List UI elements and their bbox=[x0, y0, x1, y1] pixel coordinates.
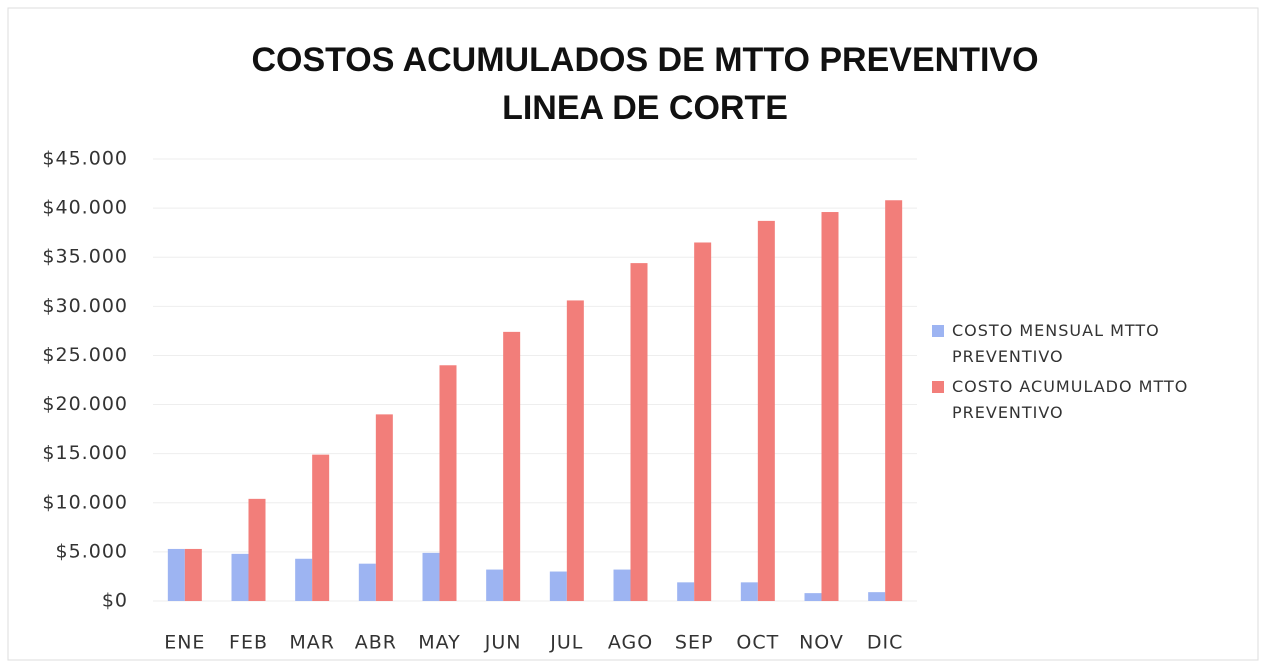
chart-subtitle: LINEA DE CORTE bbox=[502, 89, 788, 127]
chart-title: COSTOS ACUMULADOS DE MTTO PREVENTIVO bbox=[251, 41, 1038, 79]
bar bbox=[740, 582, 758, 601]
y-tick-label: $15.000 bbox=[42, 442, 128, 464]
bar bbox=[503, 331, 521, 601]
bar bbox=[566, 300, 584, 601]
y-tick-label: $5.000 bbox=[56, 540, 128, 562]
bar bbox=[804, 593, 822, 601]
bar bbox=[375, 414, 393, 601]
bar bbox=[167, 548, 185, 601]
y-tick-label: $30.000 bbox=[42, 295, 128, 317]
x-tick-label: MAY bbox=[418, 632, 461, 654]
x-tick-label: SEP bbox=[675, 632, 714, 654]
bar bbox=[486, 569, 504, 601]
bar bbox=[868, 592, 886, 601]
bar bbox=[295, 558, 313, 601]
bar bbox=[248, 498, 266, 601]
y-tick-label: $35.000 bbox=[42, 246, 128, 268]
bar bbox=[549, 571, 567, 601]
legend-swatch bbox=[932, 381, 944, 393]
y-tick-label: $45.000 bbox=[42, 148, 128, 170]
bar bbox=[231, 553, 249, 601]
x-tick-label: JUL bbox=[549, 632, 583, 654]
y-tick-label: $0 bbox=[102, 590, 128, 612]
bar bbox=[439, 365, 457, 601]
bar bbox=[821, 212, 839, 602]
bar bbox=[422, 552, 440, 601]
bar bbox=[757, 220, 775, 601]
x-tick-label: OCT bbox=[736, 632, 779, 654]
bar bbox=[358, 563, 376, 601]
legend-swatch bbox=[932, 325, 944, 337]
x-tick-label: ENE bbox=[164, 632, 205, 654]
x-tick-label: JUN bbox=[484, 632, 522, 654]
bar bbox=[184, 548, 202, 601]
legend-label: COSTO MENSUAL MTTO PREVENTIVO bbox=[952, 321, 1160, 366]
y-tick-label: $20.000 bbox=[42, 393, 128, 415]
x-tick-label: FEB bbox=[229, 632, 268, 654]
y-tick-label: $10.000 bbox=[42, 491, 128, 513]
bar bbox=[694, 242, 712, 601]
x-tick-label: DIC bbox=[867, 632, 904, 654]
x-tick-label: MAR bbox=[289, 632, 335, 654]
y-tick-label: $40.000 bbox=[42, 197, 128, 219]
bar bbox=[312, 454, 330, 601]
bar bbox=[885, 200, 903, 601]
bar bbox=[677, 582, 695, 601]
x-tick-label: NOV bbox=[799, 632, 844, 654]
bar bbox=[613, 569, 631, 601]
bar bbox=[630, 263, 648, 601]
legend-label: COSTO ACUMULADO MTTO PREVENTIVO bbox=[952, 377, 1189, 422]
y-tick-label: $25.000 bbox=[42, 344, 128, 366]
x-tick-label: ABR bbox=[355, 632, 397, 654]
x-tick-label: AGO bbox=[608, 632, 653, 654]
